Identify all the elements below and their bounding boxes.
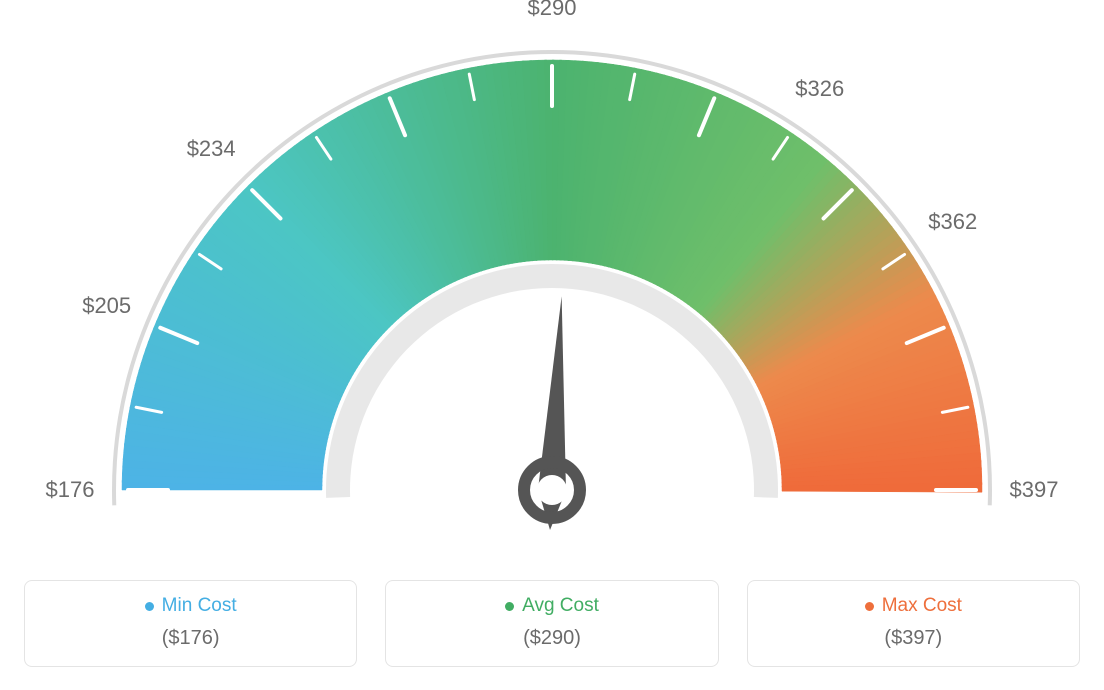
gauge-tick-label: $362 bbox=[928, 209, 977, 235]
gauge-svg bbox=[0, 0, 1104, 560]
legend-card-max: Max Cost ($397) bbox=[747, 580, 1080, 667]
legend-title-min: Min Cost bbox=[145, 595, 237, 617]
legend-value: ($290) bbox=[396, 627, 707, 650]
gauge-tick-label: $234 bbox=[187, 136, 236, 162]
legend-title-max: Max Cost bbox=[865, 595, 962, 617]
gauge-tick-label: $176 bbox=[46, 477, 95, 503]
legend-value: ($397) bbox=[758, 627, 1069, 650]
dot-icon bbox=[505, 602, 514, 611]
gauge-tick-label: $205 bbox=[82, 293, 131, 319]
gauge-tick-label: $397 bbox=[1010, 477, 1059, 503]
dot-icon bbox=[865, 602, 874, 611]
legend-card-min: Min Cost ($176) bbox=[24, 580, 357, 667]
dot-icon bbox=[145, 602, 154, 611]
gauge-tick-label: $326 bbox=[795, 76, 844, 102]
legend-value: ($176) bbox=[35, 627, 346, 650]
legend-title-avg: Avg Cost bbox=[505, 595, 599, 617]
legend-label: Avg Cost bbox=[522, 595, 599, 617]
legend-label: Min Cost bbox=[162, 595, 237, 617]
legend-card-avg: Avg Cost ($290) bbox=[385, 580, 718, 667]
legend-label: Max Cost bbox=[882, 595, 962, 617]
gauge-chart: $176 $205 $234 $290 $326 $362 $397 bbox=[0, 0, 1104, 560]
legend-row: Min Cost ($176) Avg Cost ($290) Max Cost… bbox=[0, 580, 1104, 667]
gauge-tick-label: $290 bbox=[528, 0, 577, 21]
